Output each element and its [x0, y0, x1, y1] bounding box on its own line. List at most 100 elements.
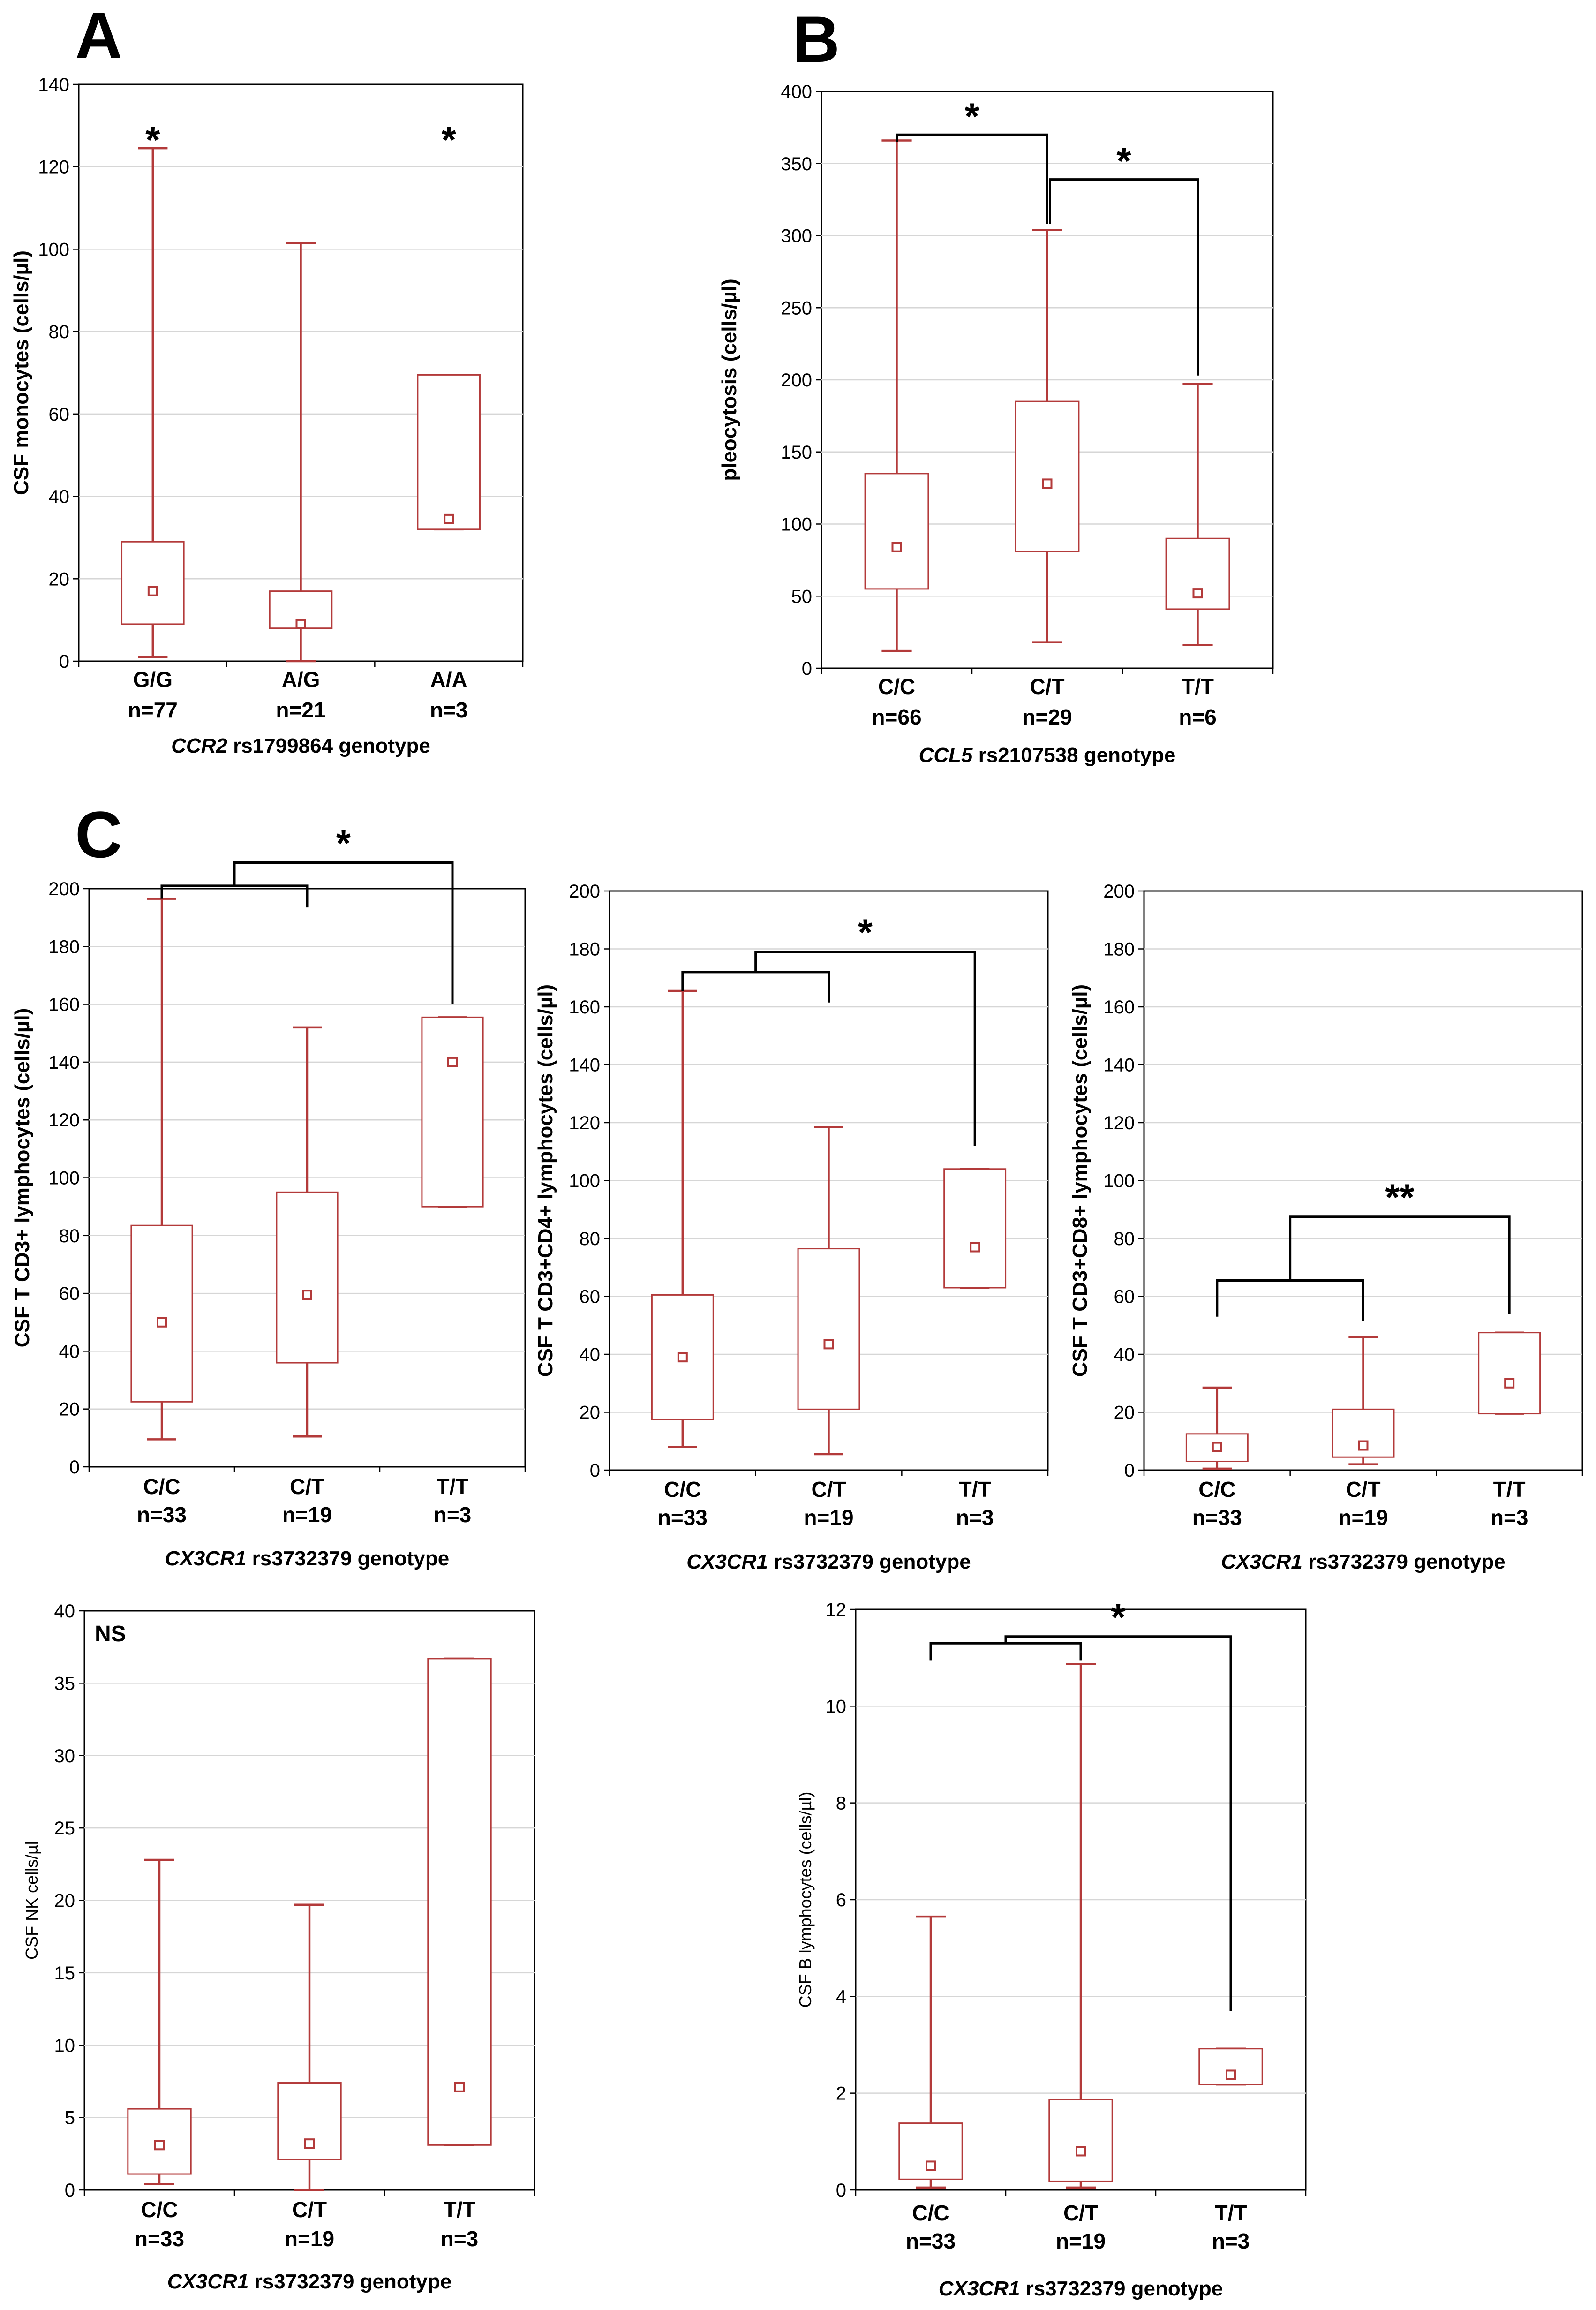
y-tick-label: 140 — [569, 1055, 600, 1076]
significance-bracket — [896, 133, 1048, 224]
box-iqr — [427, 1658, 492, 2146]
significance-star: * — [442, 119, 457, 160]
x-axis-gene: CX3CR1 — [686, 1550, 768, 1573]
y-tick-label: 15 — [54, 1963, 75, 1984]
chart-c-cd4: 0 20 40 60 80 100 120 140 160 180 200 CSF T CD3+CD4… — [534, 881, 1049, 1573]
category-count: n=3 — [434, 1502, 472, 1527]
significance-star: * — [1111, 1596, 1126, 1638]
median-marker — [1212, 1442, 1222, 1452]
ns-label: NS — [95, 1622, 126, 1646]
median-marker — [823, 1339, 834, 1350]
y-tick-label: 350 — [781, 154, 812, 174]
median-marker — [1226, 2069, 1236, 2080]
box-iqr — [276, 1191, 339, 1364]
box-iqr — [1048, 2099, 1113, 2182]
x-axis-gene: CX3CR1 — [939, 2277, 1020, 2300]
y-tick-label: 6 — [836, 1890, 846, 1910]
category-count: n=3 — [1212, 2229, 1250, 2253]
box-iqr — [421, 1016, 484, 1208]
box-iqr — [943, 1168, 1007, 1289]
significance-star: * — [858, 912, 873, 953]
y-tick-label: 12 — [826, 1600, 847, 1620]
category-count: n=19 — [804, 1505, 853, 1530]
y-tick-label: 140 — [38, 75, 69, 95]
x-axis-rest: rs3732379 genotype — [1302, 1550, 1506, 1573]
x-axis-gene: CX3CR1 — [1221, 1550, 1302, 1573]
y-tick-label: 80 — [49, 322, 70, 342]
y-tick-label: 300 — [781, 226, 812, 247]
y-tick-label: 100 — [1103, 1171, 1135, 1192]
category-label: C/C — [912, 2201, 949, 2225]
y-tick-label: 30 — [54, 1746, 75, 1766]
category-label: C/C — [1198, 1477, 1235, 1502]
category-count: n=3 — [956, 1505, 994, 1530]
category-label: C/T — [811, 1477, 846, 1502]
box-iqr — [130, 1224, 193, 1403]
significance-bracket-inner — [1216, 1279, 1364, 1321]
y-tick-label: 0 — [590, 1460, 600, 1481]
y-tick-label: 0 — [59, 651, 69, 672]
significance-star: ** — [1385, 1177, 1415, 1218]
y-axis-title: CSF NK cells/µl — [22, 1841, 41, 1960]
category-count: n=77 — [128, 698, 178, 722]
x-axis-gene: CCL5 — [919, 744, 973, 767]
category-count: n=3 — [430, 698, 468, 722]
chart-b-pleocytosis: 0 50 100 150 200 250 300 350 400 pleocytosis (cel… — [718, 82, 1274, 767]
box-iqr — [1478, 1332, 1541, 1415]
y-tick-label: 80 — [59, 1226, 80, 1246]
median-marker — [147, 586, 158, 596]
median-marker — [1358, 1440, 1369, 1451]
y-tick-label: 100 — [48, 1168, 80, 1189]
category-label: A/A — [430, 667, 467, 692]
y-tick-label: 40 — [59, 1341, 80, 1362]
x-axis-rest: rs3732379 genotype — [1020, 2277, 1223, 2300]
y-tick-label: 200 — [569, 881, 600, 902]
chart-c-cd3: 0 20 40 60 80 100 120 140 160 180 200 CSF T CD3+ ly… — [11, 823, 526, 1570]
y-tick-label: 5 — [65, 2108, 75, 2129]
y-tick-label: 0 — [69, 1457, 80, 1478]
y-tick-label: 120 — [569, 1113, 600, 1133]
y-tick-label: 160 — [569, 997, 600, 1018]
x-axis-title: CX3CR1 rs3732379 genotype — [686, 1550, 971, 1573]
category-label: A/G — [282, 667, 320, 692]
category-label: G/G — [133, 667, 173, 692]
category-count: n=29 — [1022, 705, 1072, 729]
category-count: n=3 — [1491, 1505, 1528, 1530]
box-iqr — [417, 374, 481, 530]
category-count: n=33 — [135, 2227, 184, 2251]
box-iqr — [898, 2122, 963, 2180]
category-label: T/T — [1215, 2201, 1247, 2225]
category-count: n=19 — [1056, 2229, 1106, 2253]
category-count: n=21 — [276, 698, 325, 722]
category-count: n=6 — [1179, 705, 1217, 729]
significance-bracket-outer — [233, 861, 454, 1004]
median-marker — [1076, 2146, 1086, 2157]
y-tick-label: 25 — [54, 1818, 75, 1839]
median-marker — [926, 2160, 936, 2171]
y-tick-label: 35 — [54, 1673, 75, 1694]
y-tick-label: 100 — [38, 239, 69, 260]
y-tick-label: 50 — [791, 586, 813, 607]
y-tick-label: 10 — [54, 2035, 75, 2056]
y-tick-label: 20 — [580, 1403, 601, 1423]
median-marker — [444, 513, 454, 524]
chart-a-monocytes: 0 20 40 60 80 100 120 140 CSF monocytes (cells/µ… — [10, 75, 524, 757]
median-marker — [1504, 1378, 1515, 1389]
y-tick-label: 180 — [48, 936, 80, 957]
category-label: C/T — [1346, 1477, 1380, 1502]
y-axis-title: CSF B lymphocytes (cells/µl) — [796, 1792, 815, 2008]
y-tick-label: 100 — [781, 514, 812, 535]
category-label: C/C — [143, 1474, 180, 1499]
chart-c-cd8: 0 20 40 60 80 100 120 140 160 180 200 CSF T CD3+CD8… — [1069, 881, 1583, 1573]
y-tick-label: 8 — [836, 1793, 846, 1814]
category-count: n=19 — [1338, 1505, 1388, 1530]
y-axis-title: CSF T CD3+ lymphocytes (cells/µl) — [11, 1008, 34, 1347]
y-tick-label: 160 — [48, 995, 80, 1015]
x-axis-title: CX3CR1 rs3732379 genotype — [167, 2270, 452, 2293]
panel-letter-c: C — [75, 798, 122, 871]
y-tick-label: 40 — [580, 1344, 601, 1365]
category-count: n=19 — [282, 1502, 332, 1527]
y-tick-label: 20 — [54, 1891, 75, 1911]
category-label: C/T — [290, 1474, 324, 1499]
